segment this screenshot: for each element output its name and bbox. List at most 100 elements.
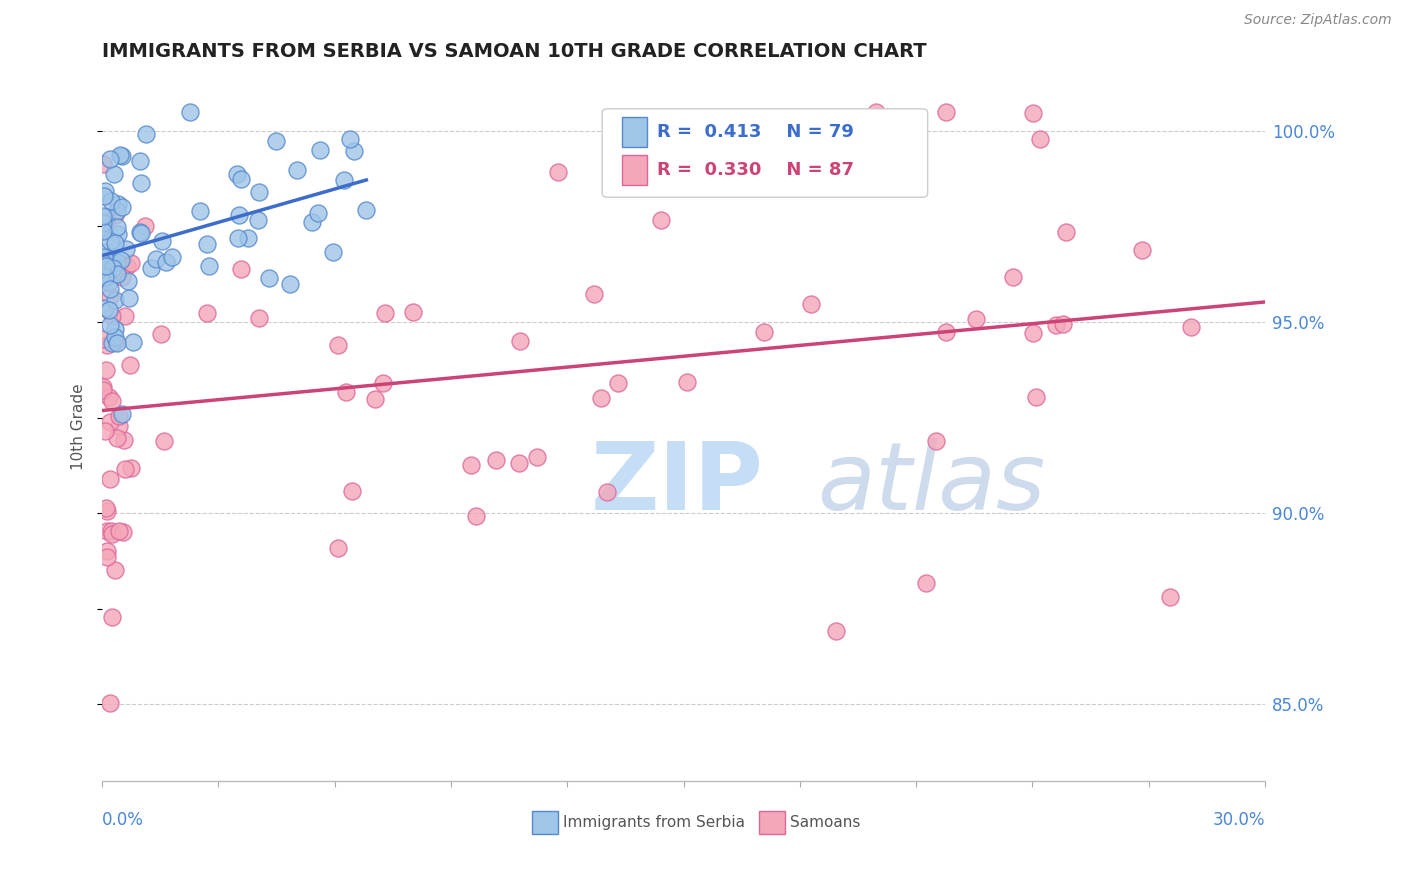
Point [228,208,250,222]
Point [160,250,183,264]
Point [465,508,488,523]
Point [100,288,122,302]
Point [107,255,129,269]
Point [94,424,117,438]
Point [965,312,987,326]
Point [98,234,121,248]
Point [179,104,201,119]
Point [103,293,125,307]
Point [925,434,948,449]
Point [226,167,249,181]
Text: 30.0%: 30.0% [1212,812,1265,830]
Point [97,275,120,289]
Text: Samoans: Samoans [790,815,860,830]
Point [247,213,270,227]
Point [340,484,363,499]
Point [98,696,121,710]
Point [752,325,775,339]
Point [104,235,127,250]
Point [91,380,114,394]
Point [94,363,117,377]
Point [98,472,121,486]
Text: Source: ZipAtlas.com: Source: ZipAtlas.com [1244,13,1392,28]
Point [96,544,118,558]
Point [91,256,114,270]
Point [101,309,124,323]
Point [115,259,138,273]
Point [120,460,142,475]
Point [96,524,118,538]
Point [356,202,378,217]
Text: 0.0%: 0.0% [103,812,143,830]
Point [134,219,156,233]
Text: atlas: atlas [817,438,1046,529]
Point [110,147,132,161]
Point [139,261,162,276]
Point [1022,326,1045,340]
Point [93,189,115,203]
Point [197,259,219,273]
Point [105,267,128,281]
Point [111,270,134,285]
Point [1045,318,1067,333]
Point [301,215,323,229]
Y-axis label: 10th Grade: 10th Grade [72,384,86,470]
Point [914,576,936,591]
Point [93,332,115,346]
Point [328,338,350,352]
Point [98,390,121,404]
Point [343,144,366,158]
Point [129,176,152,190]
Point [865,104,887,119]
Point [111,408,134,422]
Point [100,610,122,624]
Point [1025,390,1047,404]
Point [105,219,128,234]
Point [114,462,136,476]
Point [114,310,136,324]
Point [91,216,114,230]
Point [229,261,252,276]
Point [122,334,145,349]
Point [129,226,152,240]
Point [108,524,131,539]
Point [238,230,260,244]
Point [93,301,115,315]
Point [1052,317,1074,331]
Text: IMMIGRANTS FROM SERBIA VS SAMOAN 10TH GRADE CORRELATION CHART: IMMIGRANTS FROM SERBIA VS SAMOAN 10TH GR… [103,42,927,61]
Point [107,227,129,241]
Point [98,318,121,332]
Point [309,143,332,157]
Point [101,260,124,275]
Point [509,334,531,349]
Point [307,206,329,220]
Point [195,306,218,320]
Point [935,104,957,119]
Point [1130,244,1153,258]
Point [278,277,301,291]
Point [91,157,114,171]
Text: R =  0.330    N = 87: R = 0.330 N = 87 [657,161,853,179]
Point [650,213,672,227]
Point [93,209,115,223]
Point [596,484,619,499]
Point [339,132,361,146]
Point [118,291,141,305]
Point [110,201,132,215]
Point [135,127,157,141]
Point [96,244,118,259]
Point [98,302,121,317]
Point [195,237,218,252]
Point [326,541,349,555]
Point [129,225,152,239]
Point [100,524,122,539]
Point [1054,225,1077,239]
Point [128,154,150,169]
Point [1001,269,1024,284]
Point [1022,106,1045,120]
Point [150,234,173,248]
Point [105,204,128,219]
Point [114,433,136,447]
Point [105,431,128,445]
Point [105,336,128,351]
